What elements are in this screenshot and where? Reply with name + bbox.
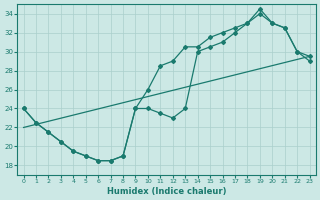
X-axis label: Humidex (Indice chaleur): Humidex (Indice chaleur)	[107, 187, 226, 196]
